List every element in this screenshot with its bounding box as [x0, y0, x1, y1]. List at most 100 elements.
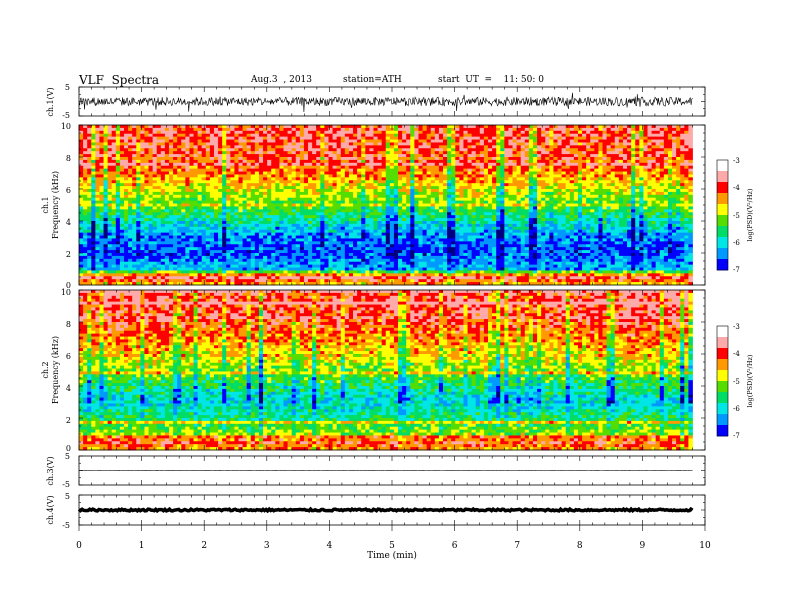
ch1-spectrogram-cell — [197, 133, 203, 138]
ch1-spectrogram-cell — [357, 177, 362, 181]
ch1-spectrogram-cell — [655, 183, 661, 187]
ch1-spectrogram-cell — [119, 142, 125, 146]
ch1-spectrogram-cell — [308, 127, 313, 132]
ch1-spectrogram-cell — [635, 148, 640, 152]
ch1-spectrogram-cell — [532, 203, 538, 207]
ch1-spectrogram-cell — [524, 154, 530, 158]
ch1-spectrogram-cell — [91, 197, 96, 202]
ch1-spectrogram-cell — [602, 148, 607, 152]
ch1-spectrogram-cell — [308, 186, 313, 190]
ch1-spectrogram-cell — [610, 218, 616, 222]
ch1-spectrogram-cell — [201, 200, 207, 204]
ch1-spectrogram-cell — [455, 197, 460, 202]
ch1-spectrogram-cell — [447, 189, 452, 193]
ch1-spectrogram-cell — [410, 215, 415, 219]
ch1-spectrogram-cell — [492, 203, 497, 207]
ch1-spectrogram-cell — [340, 186, 346, 190]
ch1-spectrogram-cell — [582, 171, 587, 175]
ch1-spectrogram-cell — [639, 203, 644, 207]
ch1-spectrogram-cell — [299, 206, 305, 210]
ch1-spectrogram-cell — [344, 174, 350, 178]
ch1-spectrogram-cell — [299, 194, 305, 199]
ch1-spectrogram-cell — [340, 209, 346, 213]
ch1-spectrogram-cell — [508, 154, 513, 158]
ch1-spectrogram-cell — [95, 151, 100, 155]
ch1-spectrogram-cell — [524, 151, 530, 155]
ch1-spectrogram-cell — [561, 183, 567, 187]
ch1-spectrogram-cell — [287, 165, 293, 170]
ch1-spectrogram-cell — [688, 174, 693, 178]
ch1-spectrogram-cell — [676, 194, 681, 199]
ch1-spectrogram-cell — [561, 151, 567, 155]
ch1-spectrogram-cell — [430, 162, 436, 167]
ch1-spectrogram-cell — [83, 191, 88, 196]
ch1-spectrogram-cell — [647, 159, 652, 164]
ch1-spectrogram-cell — [504, 165, 509, 170]
ch1-spectrogram-cell — [291, 154, 297, 158]
ch1-spectrogram-cell — [107, 206, 113, 210]
ch1-spectrogram-cell — [193, 174, 199, 178]
ch1-spectrogram-cell — [676, 162, 681, 167]
ch1-spectrogram-cell — [107, 145, 113, 149]
ch1-spectrogram-cell — [463, 206, 468, 210]
ch1-spectrogram-cell — [471, 218, 477, 222]
ch1-spectrogram-cell — [594, 186, 599, 190]
ch1-spectrogram-cell — [79, 168, 84, 172]
ch1-spectrogram-cell — [451, 136, 456, 140]
ch1-spectrogram-cell — [152, 142, 158, 146]
ch1-spectrogram-cell — [168, 171, 174, 175]
ch1-spectrogram-cell — [250, 139, 256, 143]
ch1-spectrogram-cell — [385, 148, 391, 152]
ch1-spectrogram-cell — [680, 180, 685, 184]
ch1-spectrogram-cell — [226, 148, 231, 152]
ch1-spectrogram-cell — [303, 215, 309, 219]
ch1-spectrogram-cell — [87, 221, 92, 225]
ch1-spectrogram-cell — [344, 127, 350, 132]
ch1-spectrogram-cell — [463, 191, 468, 196]
ch1-spectrogram-cell — [164, 165, 170, 170]
ch1-spectrogram-cell — [267, 174, 272, 178]
ch1-spectrogram-cell — [213, 133, 219, 138]
ch1-spectrogram-cell — [242, 127, 248, 132]
ch1-spectrogram-cell — [385, 130, 391, 135]
ch1-spectrogram-cell — [492, 215, 497, 219]
ch1-spectrogram-cell — [471, 125, 477, 129]
ch1-spectrogram-cell — [537, 215, 542, 219]
ch1-spectrogram-cell — [606, 197, 612, 202]
ch1-spectrogram-cell — [496, 139, 501, 143]
ch1-spectrogram-cell — [348, 212, 354, 216]
ch1-spectrogram-cell — [267, 183, 272, 187]
ch1-spectrogram-cell — [532, 180, 538, 184]
ch1-spectrogram-cell — [123, 136, 129, 140]
ch1-spectrogram-cell — [610, 200, 616, 204]
ch1-spectrogram-cell — [324, 194, 329, 199]
ch1-spectrogram-cell — [263, 168, 268, 172]
ch1-spectrogram-cell — [250, 200, 256, 204]
ch1-spectrogram-cell — [393, 194, 399, 199]
ch1-spectrogram-cell — [132, 165, 137, 170]
ch1-spectrogram-cell — [357, 203, 362, 207]
ch1-spectrogram-cell — [160, 206, 166, 210]
ch1-spectrogram-cell — [140, 127, 145, 132]
ch1-spectrogram-cell — [201, 165, 207, 170]
ch1-spectrogram-cell — [336, 151, 342, 155]
ch1-spectrogram-cell — [177, 148, 182, 152]
ch1-spectrogram-cell — [373, 154, 378, 158]
ch1-spectrogram-cell — [492, 133, 497, 138]
ch1-spectrogram-cell — [590, 194, 595, 199]
ch1-spectrogram-cell — [136, 218, 141, 222]
ch1-spectrogram-cell — [541, 162, 546, 167]
ch1-spectrogram-cell — [463, 139, 468, 143]
ch1-spectrogram-cell — [520, 157, 526, 161]
ch1-spectrogram-cell — [635, 186, 640, 190]
ch1-spectrogram-cell — [91, 127, 96, 132]
ch1-spectrogram-cell — [381, 200, 387, 204]
ch1-spectrogram-cell — [369, 159, 374, 164]
ch1-spectrogram-cell — [377, 174, 383, 178]
ch1-spectrogram-cell — [156, 209, 162, 213]
ch1-spectrogram-cell — [267, 206, 272, 210]
ch1-spectrogram-cell — [128, 186, 133, 190]
ch1-spectrogram-cell — [549, 142, 554, 146]
ch1-spectrogram-cell — [140, 154, 145, 158]
ch1-spectrogram-cell — [168, 203, 174, 207]
